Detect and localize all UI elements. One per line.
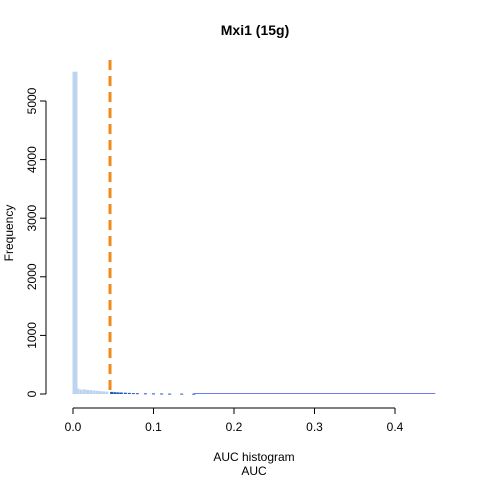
- histogram-bar: [95, 390, 99, 394]
- x-axis-unit-label: AUC: [241, 464, 267, 478]
- y-tick-label: 5000: [25, 87, 39, 114]
- histogram-bar: [119, 392, 123, 394]
- histogram-bar: [131, 393, 135, 395]
- histogram-bar: [113, 392, 117, 394]
- histogram-bar: [105, 391, 109, 394]
- histogram-bar: [110, 391, 114, 394]
- histogram-bar: [79, 389, 83, 394]
- histogram-bar: [92, 390, 96, 394]
- y-tick-label: 1000: [25, 322, 39, 349]
- y-axis-label: Frequency: [2, 205, 16, 262]
- x-axis-label: AUC histogram: [213, 450, 294, 464]
- histogram-bar: [143, 393, 147, 395]
- x-tick-label: 0.2: [226, 420, 243, 434]
- x-tick-label: 0.0: [65, 420, 82, 434]
- x-tick-label: 0.4: [387, 420, 404, 434]
- x-axis-ticks: 0.0 0.1 0.2 0.3 0.4: [65, 408, 404, 434]
- y-tick-label: 3000: [25, 205, 39, 232]
- histogram-bar: [180, 393, 184, 395]
- histogram-bar: [135, 393, 139, 395]
- histogram-bar: [160, 393, 164, 395]
- histogram-bar: [168, 393, 172, 395]
- y-tick-label: 0: [25, 390, 39, 397]
- histogram-bar: [76, 388, 80, 394]
- histogram-bar: [192, 393, 196, 395]
- x-tick-label: 0.1: [145, 420, 162, 434]
- histogram-bar: [82, 389, 86, 394]
- histogram-bar: [127, 392, 131, 394]
- histogram-bar: [102, 391, 106, 394]
- y-axis-ticks: 0 1000 2000 3000 4000 5000: [25, 87, 46, 397]
- x-tick-label: 0.3: [306, 420, 323, 434]
- y-tick-label: 2000: [25, 263, 39, 290]
- chart-title: Mxi1 (15g): [221, 22, 289, 38]
- histogram-bar: [152, 393, 155, 395]
- histogram-bar: [116, 392, 120, 394]
- histogram-bar: [98, 391, 102, 394]
- histogram-bar: [89, 390, 93, 394]
- histogram-bar: [123, 392, 127, 394]
- histogram-bar: [86, 389, 89, 394]
- y-tick-label: 4000: [25, 146, 39, 173]
- histogram-bars: [72, 71, 196, 395]
- histogram-bar: [72, 71, 78, 394]
